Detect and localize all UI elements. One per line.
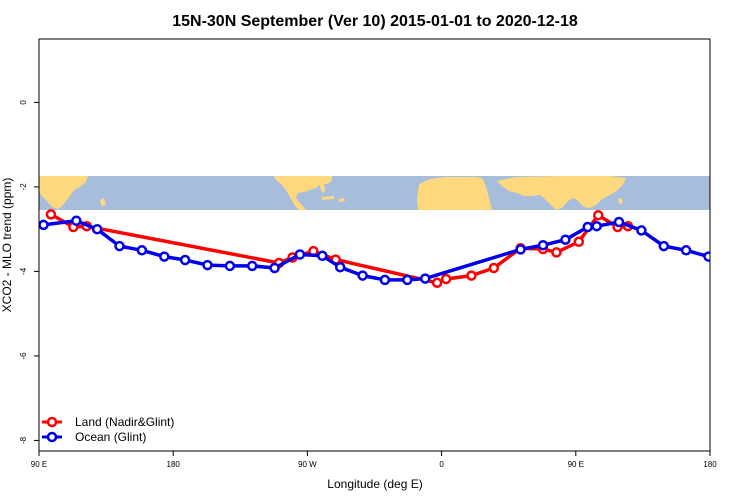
data-point (658, 240, 670, 252)
chart-title: 15N-30N September (Ver 10) 2015-01-01 to… (172, 13, 578, 30)
data-point (91, 223, 103, 235)
data-point (159, 251, 170, 262)
data-point (703, 251, 710, 262)
data-point (551, 247, 562, 258)
plot-frame (38, 38, 711, 452)
y-axis-label: XCO2 - MLO trend (ppm) (0, 178, 14, 313)
legend-label-ocean: Ocean (Glint) (75, 430, 146, 444)
y-tick-label: -2 (19, 183, 28, 191)
legend-label-land: Land (Nadir&Glint) (75, 415, 174, 429)
data-point (269, 262, 280, 274)
data-point (379, 274, 391, 286)
y-tick-label: -8 (19, 436, 28, 444)
x-tick-label: 90 E (31, 460, 47, 469)
series-ocean (39, 215, 710, 286)
axes: 90 E 180 90 W 0 90 E 180 0 -2 -4 -6 -8 (19, 100, 717, 469)
data-point (582, 221, 593, 233)
legend: Land (Nadir&Glint) Ocean (Glint) (42, 415, 174, 444)
x-tick-label: 90 W (298, 460, 317, 469)
y-tick-label: 0 (19, 100, 28, 105)
data-point (224, 260, 236, 272)
data-point (560, 234, 571, 245)
x-tick-label: 180 (167, 460, 181, 469)
data-point (357, 270, 368, 281)
data-point (431, 277, 443, 289)
data-point (179, 254, 191, 266)
data-point (573, 236, 585, 248)
x-tick-label: 90 E (568, 460, 584, 469)
data-point (591, 220, 602, 232)
series-line (43, 218, 709, 282)
data-point (515, 244, 526, 255)
data-point (419, 273, 431, 284)
data-point (114, 240, 125, 252)
data-point (317, 250, 328, 262)
data-point (680, 245, 692, 256)
data-point (592, 209, 604, 221)
legend-item-land: Land (Nadir&Glint) (42, 415, 174, 429)
x-tick-label: 180 (703, 460, 717, 469)
data-point (334, 261, 346, 273)
series-line (50, 212, 629, 285)
y-tick-label: -6 (19, 352, 28, 360)
data-point (488, 262, 500, 274)
data-point (537, 239, 549, 251)
data-point (246, 260, 258, 272)
x-axis-label: Longitude (deg E) (327, 477, 422, 491)
data-point (39, 219, 49, 231)
series-layer (39, 209, 710, 289)
data-point (613, 216, 625, 228)
data-point (71, 215, 82, 226)
data-point (202, 259, 213, 271)
x-tick-label: 0 (439, 460, 444, 469)
data-point (440, 273, 452, 285)
data-point (466, 270, 477, 281)
y-tick-label: -4 (19, 267, 28, 275)
data-point (136, 245, 148, 256)
data-point (402, 274, 413, 286)
world-map-band (39, 176, 710, 210)
map-land (39, 176, 626, 210)
data-point (636, 225, 647, 236)
data-point (294, 249, 306, 260)
legend-item-ocean: Ocean (Glint) (42, 430, 146, 444)
data-point (45, 209, 57, 220)
